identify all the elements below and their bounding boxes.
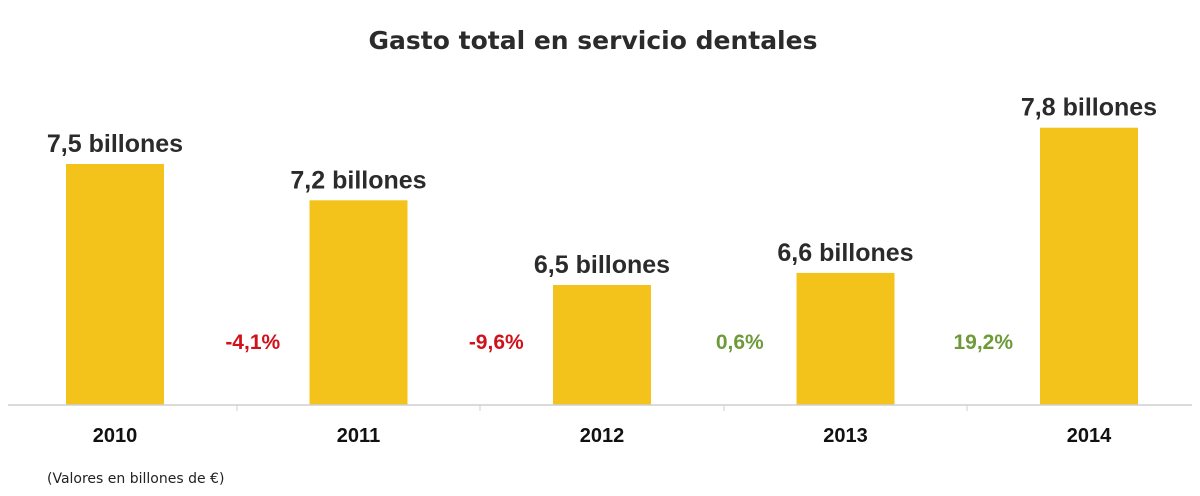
x-axis: 2010 2011 2012 2013 2014 bbox=[8, 404, 1192, 447]
chart-title: Gasto total en servicio dentales bbox=[368, 26, 818, 55]
data-label-2010: 7,5 billones bbox=[47, 130, 183, 158]
x-tick-2012: 2012 bbox=[580, 425, 625, 447]
x-tick-2013: 2013 bbox=[823, 425, 868, 447]
change-label: -4,1% bbox=[225, 331, 280, 354]
bar-2012 bbox=[553, 285, 651, 405]
bar-2010 bbox=[66, 164, 164, 405]
change-label: -9,6% bbox=[469, 331, 524, 354]
data-label-2013: 6,6 billones bbox=[777, 239, 913, 267]
bar-2011 bbox=[309, 200, 408, 405]
data-label-2011: 7,2 billones bbox=[290, 166, 426, 194]
change-label: 19,2% bbox=[953, 331, 1013, 354]
data-label-2012: 6,5 billones bbox=[534, 251, 670, 279]
bar-2014 bbox=[1040, 127, 1138, 405]
change-label: 0,6% bbox=[716, 331, 764, 354]
x-tick-2010: 2010 bbox=[93, 425, 138, 447]
x-tick-2011: 2011 bbox=[337, 425, 380, 447]
labels-layer: 7,5 billones 7,2 billones 6,5 billones 6,6 … bbox=[47, 94, 1157, 279]
bars-layer bbox=[66, 127, 1138, 405]
x-tick-2014: 2014 bbox=[1067, 425, 1112, 447]
bar-2013 bbox=[796, 272, 895, 405]
data-label-2014: 7,8 billones bbox=[1021, 94, 1157, 122]
change-labels: -4,1% -9,6% 0,6% 19,2% bbox=[225, 331, 1013, 354]
footnote: (Valores en billones de €) bbox=[47, 471, 225, 487]
